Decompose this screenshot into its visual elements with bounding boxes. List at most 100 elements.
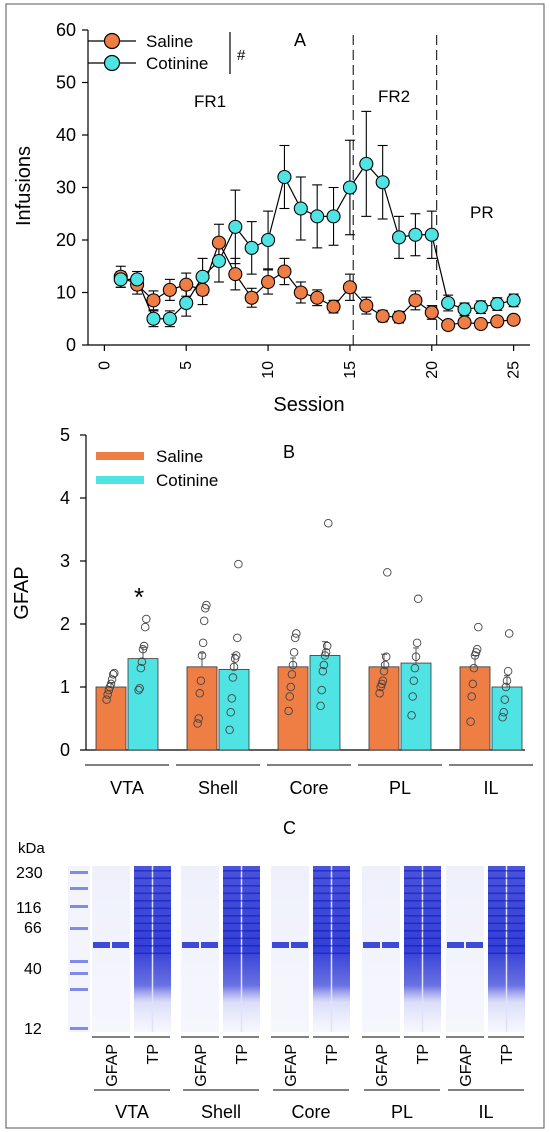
- ladder-band: [70, 1027, 88, 1030]
- lane-label-tp: TP: [145, 1044, 162, 1064]
- tp-band: [404, 877, 441, 880]
- bar-cotinine: [127, 658, 159, 751]
- data-point-saline: [261, 274, 276, 290]
- individual-point-saline: [379, 667, 389, 676]
- tp-band: [404, 945, 441, 947]
- ladder-band: [70, 972, 88, 975]
- category-label-pl: PL: [389, 778, 411, 798]
- data-point-saline: [195, 282, 210, 297]
- ladder-band: [70, 927, 88, 930]
- ladder-band: [70, 988, 88, 991]
- individual-point-saline: [110, 668, 119, 678]
- data-point-saline: [277, 264, 292, 279]
- tp-band: [404, 952, 441, 955]
- panel-a-y-tick-label: 60: [56, 20, 76, 40]
- tp-band: [313, 915, 350, 917]
- tp-band: [488, 945, 525, 947]
- category-label-vta: VTA: [110, 778, 144, 798]
- lane-label-gfap: GFAP: [374, 1044, 391, 1087]
- gfap-band: [201, 942, 218, 948]
- individual-point-saline: [288, 660, 298, 670]
- individual-point-saline: [193, 719, 202, 728]
- tp-band: [223, 877, 260, 880]
- bar-saline: [186, 666, 218, 751]
- tp-band: [134, 900, 171, 902]
- data-point-cotinine: [261, 232, 276, 248]
- panel-b-bar-chart: 0 1 2 3 4 5 VTA Shell Core PL IL B GFAP * Saline …: [11, 425, 533, 798]
- tp-band: [313, 937, 350, 940]
- panel-a-y-tick-label: 50: [56, 73, 76, 93]
- legend-b-text-saline: Saline: [156, 447, 203, 466]
- individual-point-cotinine: [139, 641, 149, 651]
- tp-band: [488, 900, 525, 902]
- tp-band: [313, 877, 350, 880]
- lane-label-gfap: GFAP: [193, 1044, 210, 1087]
- panel-b-y-tick-label: 4: [60, 488, 70, 508]
- tp-band: [134, 930, 171, 932]
- data-point-cotinine: [146, 311, 161, 326]
- marker-230: 230: [16, 865, 43, 882]
- bar-saline: [277, 666, 309, 751]
- panel-b-y-tick-label: 3: [60, 551, 70, 571]
- bar-cotinine: [309, 655, 341, 751]
- individual-point-saline: [286, 682, 296, 692]
- data-point-saline: [342, 280, 357, 295]
- individual-point-cotinine: [234, 559, 243, 569]
- phase-label-fr2: FR2: [378, 87, 410, 106]
- lane-label-tp: TP: [499, 1044, 516, 1064]
- tp-band: [488, 922, 525, 925]
- individual-point-cotinine: [411, 652, 421, 662]
- tp-band: [488, 930, 525, 932]
- tp-band: [223, 915, 260, 917]
- individual-point-cotinine: [136, 663, 146, 673]
- individual-point-cotinine: [137, 657, 147, 667]
- legend-significance-mark: #: [237, 47, 246, 64]
- panel-b-significance-mark: *: [134, 582, 144, 612]
- individual-point-cotinine: [228, 673, 238, 682]
- tp-band: [223, 937, 260, 940]
- kda-unit-label: kDa: [18, 840, 45, 857]
- tp-band: [134, 937, 171, 940]
- tp-band: [404, 907, 441, 910]
- legend-marker-cotinine: [103, 54, 121, 72]
- individual-point-saline: [467, 692, 476, 701]
- panel-a-x-tick-label: 5: [178, 361, 195, 370]
- individual-point-cotinine: [134, 685, 143, 695]
- individual-point-cotinine: [501, 682, 511, 692]
- bar-saline: [368, 666, 400, 751]
- data-point-saline: [179, 277, 194, 292]
- data-point-saline: [506, 312, 521, 327]
- individual-point-saline: [290, 633, 300, 643]
- panel-a-y-tick-label: 10: [56, 283, 76, 303]
- individual-point-saline: [195, 689, 205, 698]
- tp-band: [313, 952, 350, 955]
- marker-12: 12: [24, 1021, 42, 1038]
- individual-point-saline: [103, 690, 112, 699]
- group-label-pl: PL: [391, 1102, 413, 1122]
- group-label-il: IL: [478, 1102, 493, 1122]
- panel-a-line-chart: 0 10 20 30 40 50 60 0 5 10 15 20 25 Session Infusion…: [13, 20, 530, 416]
- tp-band: [488, 915, 525, 917]
- individual-point-cotinine: [324, 518, 333, 528]
- data-point-cotinine: [457, 302, 472, 317]
- bar-saline: [95, 686, 127, 751]
- individual-point-cotinine: [316, 701, 325, 711]
- individual-point-saline: [375, 689, 384, 698]
- bar-cotinine: [491, 686, 523, 751]
- legend-swatch-cotinine: [96, 476, 144, 484]
- gfap-lane-bg: [446, 866, 484, 1032]
- tp-band: [404, 922, 441, 925]
- gfap-lane-bg: [362, 866, 400, 1032]
- data-point-saline: [457, 315, 472, 330]
- tp-band: [313, 900, 350, 902]
- tp-band: [404, 930, 441, 932]
- panel-a-legend: Saline Cotinine #: [88, 32, 246, 74]
- individual-point-cotinine: [142, 614, 151, 624]
- data-point-cotinine: [375, 175, 390, 190]
- tp-band: [134, 877, 171, 880]
- lane-label-gfap: GFAP: [283, 1044, 300, 1087]
- tp-band: [134, 952, 171, 955]
- individual-point-cotinine: [504, 629, 514, 638]
